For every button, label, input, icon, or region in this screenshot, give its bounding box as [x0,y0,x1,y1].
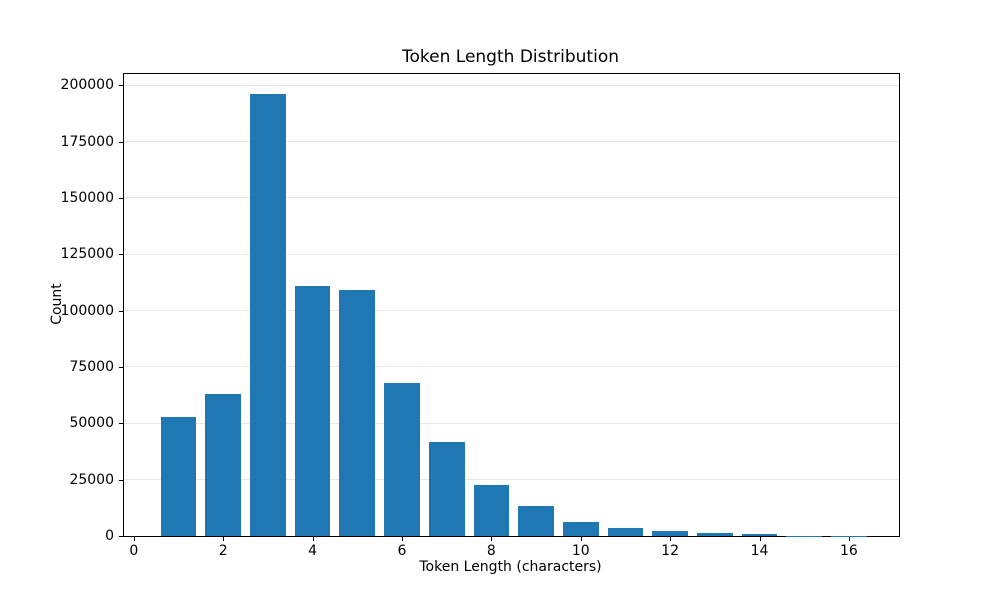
bar-x4 [294,285,331,536]
gridline [124,197,899,199]
y-tick-mark [119,310,123,312]
y-tick-mark [119,85,123,87]
plot-area: 0 25000 50000 75000 100000 125000 150000 175000… [61,73,900,558]
y-tick-label: 25000 [69,471,114,488]
bar-x10 [562,522,599,536]
x-tick-mark [401,537,403,541]
x-tick-label: 16 [840,543,858,559]
gridline [124,479,899,481]
gridline [124,310,899,312]
x-tick-label: 6 [397,543,407,559]
bar-x3 [250,94,286,536]
y-tick-label: 100000 [60,302,114,319]
y-tick-label: 0 [105,528,114,544]
y-tick-label: 125000 [60,246,114,263]
gridlines [124,74,899,536]
x-tick-mark [848,537,850,541]
x-tick-mark [670,537,672,541]
x-tick-mark [580,537,582,541]
y-tick-mark [119,423,123,425]
gridline [124,253,899,255]
bar-x8 [473,484,510,536]
x-tick-label: 12 [661,543,680,559]
bar-x1 [160,416,197,536]
y-tick-label: 175000 [60,133,114,150]
x-tick-mark [759,537,761,541]
gridline [124,84,899,86]
bar-x2 [205,394,242,536]
bar-x9 [518,506,554,536]
x-tick-mark [491,537,493,541]
x-axis-label: Token Length (characters) [419,559,602,575]
bars [124,74,899,536]
bar-x11 [607,527,644,536]
gridline [124,422,899,424]
y-tick-label: 150000 [60,189,114,206]
x-tick-label: 8 [486,543,496,559]
x-tick-mark [133,537,135,541]
y-tick-label: 75000 [69,358,114,375]
bar-x7 [428,442,465,536]
gridline [124,141,899,143]
y-tick-mark [119,479,123,481]
chart-title: Token Length Distribution [402,47,619,67]
bar-x12 [652,530,689,536]
x-tick-label: 4 [308,543,318,559]
x-tick-mark [312,537,314,541]
x-tick-label: 14 [750,543,769,559]
axis-ticks: 0 25000 50000 75000 100000 125000 150000 175000… [61,74,899,558]
x-tick-label: 2 [218,543,228,559]
bar-x6 [384,382,420,536]
y-tick-mark [119,141,123,143]
y-tick-mark [119,536,123,537]
gridline [124,366,899,368]
bar-x14 [741,534,778,536]
x-tick-mark [223,537,225,541]
y-tick-mark [119,254,123,256]
y-tick-mark [119,366,123,368]
y-tick-label: 50000 [69,415,114,432]
y-tick-label: 200000 [60,77,114,94]
x-tick-label: 0 [129,543,139,559]
y-tick-mark [119,197,123,199]
x-tick-label: 10 [571,543,590,559]
bar-x5 [339,290,376,536]
bar-x13 [696,533,733,536]
